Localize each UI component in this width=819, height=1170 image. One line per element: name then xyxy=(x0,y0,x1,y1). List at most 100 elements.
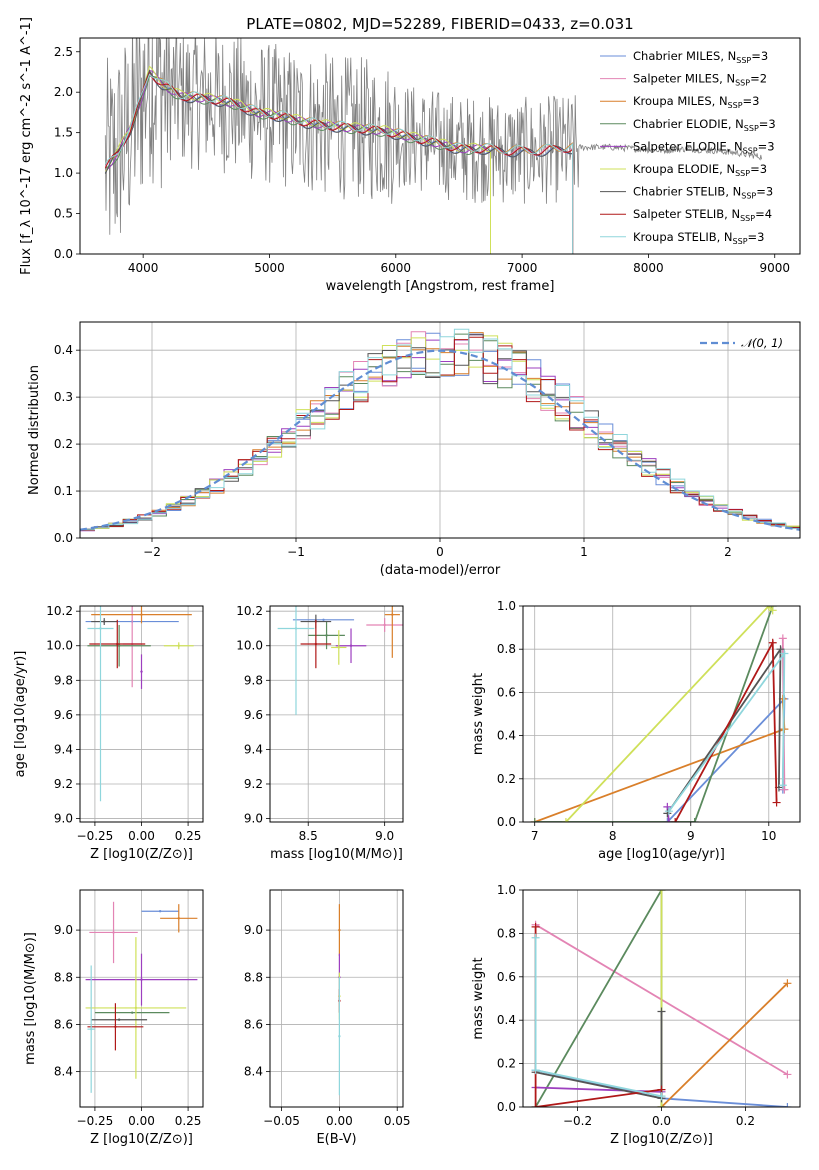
data-point xyxy=(117,644,121,647)
y-axis-label: age [log10(age/yr)] xyxy=(13,651,28,778)
data-point xyxy=(99,627,102,630)
residuals-frame xyxy=(79,321,801,539)
y-axis-label: Normed distribution xyxy=(27,365,42,495)
plus-marker xyxy=(783,1070,792,1079)
data-point xyxy=(338,1035,341,1038)
x-tick-label: −0.2 xyxy=(563,1114,592,1128)
x-axis-label: Z [log10(Z/Z⊙)] xyxy=(90,847,193,862)
mass_vs_ebv-plot-area xyxy=(338,904,341,1096)
residual-histogram-8 xyxy=(80,328,800,531)
spectrum-frame xyxy=(79,37,801,255)
legend-nssp: =3 xyxy=(750,162,767,176)
age_vs_mass-panel: 8.5 9.0 9.0 9.2 9.4 9.6 9.8 10.0 10.2 mass [log10… xyxy=(236,604,404,862)
residuals-panel: −2 −1 0 1 2 0.0 0.1 0.2 0.3 0.4 (data-model)/error… xyxy=(27,321,801,578)
weight_vs_age-plot-area xyxy=(530,606,789,822)
age_vs_Z-panel: −0.25 0.00 0.25 9.0 9.2 9.4 9.6 9.8 10.0 10.2 Z [l… xyxy=(13,604,204,862)
y-tick-label: 8.6 xyxy=(54,1017,73,1031)
plus-marker xyxy=(690,818,699,822)
plus-marker xyxy=(561,818,570,822)
mass-weight-line-2 xyxy=(534,698,786,822)
legend-sub: SSP xyxy=(741,192,756,201)
plus-marker xyxy=(657,1092,666,1101)
mass_vs_Z-plot-area xyxy=(85,901,198,1093)
x-tick-label: −2 xyxy=(143,545,161,559)
data-point xyxy=(140,978,143,981)
weight_vs_Z-plot-area xyxy=(531,890,792,1107)
data-point xyxy=(337,646,340,649)
plus-marker xyxy=(530,818,539,822)
plus-marker xyxy=(531,922,540,931)
legend-label: Salpeter MILES, NSSP=2 xyxy=(633,72,767,88)
residuals-plot-area xyxy=(80,328,800,532)
x-tick-label: 0.2 xyxy=(736,1114,755,1128)
mass_vs_Z-frame xyxy=(79,889,204,1108)
plus-marker xyxy=(772,798,781,807)
legend-nssp: =3 xyxy=(759,117,776,131)
plus-marker xyxy=(664,818,673,822)
y-tick-label: 0.4 xyxy=(497,1013,516,1027)
x-tick-label: 6000 xyxy=(381,261,412,275)
x-tick-label: 7000 xyxy=(507,261,538,275)
y-tick-label: 0.2 xyxy=(54,437,73,451)
data-point xyxy=(89,1027,93,1031)
data-point xyxy=(116,642,119,646)
y-tick-label: 10.2 xyxy=(46,604,73,618)
plus-marker xyxy=(768,638,777,647)
legend-label: 𝒩(0, 1) xyxy=(741,336,783,350)
data-point xyxy=(117,1018,121,1021)
legend-nssp: =3 xyxy=(743,94,760,108)
mass-weight-line-2 xyxy=(660,982,789,1107)
data-point xyxy=(103,620,106,623)
x-tick-label: 0.25 xyxy=(175,829,202,843)
mass-weight-line-4 xyxy=(535,1086,662,1093)
mass_vs_Z-panel: −0.25 0.00 0.25 8.4 8.6 8.8 9.0 Z [log10(Z/Z⊙)]… xyxy=(23,889,204,1147)
plus-marker xyxy=(664,807,673,816)
model-spectrum-5 xyxy=(104,65,491,254)
plus-marker xyxy=(663,818,672,822)
plus-marker xyxy=(657,1103,666,1107)
x-tick-label: 8 xyxy=(609,829,617,843)
y-tick-label: 8.6 xyxy=(244,1017,263,1031)
x-tick-label: 10 xyxy=(761,829,776,843)
x-tick-label: 8.5 xyxy=(299,829,318,843)
x-axis-label: (data-model)/error xyxy=(380,563,501,578)
y-tick-label: 10.0 xyxy=(46,639,73,653)
mass-weight-line-3 xyxy=(534,606,774,822)
weight_vs_age-frame xyxy=(522,605,801,823)
x-tick-label: 0.00 xyxy=(128,1114,155,1128)
x-axis-label: Z [log10(Z/Z⊙)] xyxy=(610,1132,713,1147)
y-tick-label: 9.0 xyxy=(54,923,73,937)
legend-label: Chabrier MILES, NSSP=3 xyxy=(633,49,768,65)
mass_vs_ebv-panel: −0.05 0.00 0.05 8.4 8.6 8.8 9.0 E(B-V) xyxy=(244,889,411,1147)
y-tick-label: 8.8 xyxy=(54,970,73,984)
data-point xyxy=(325,634,328,637)
figure-title: PLATE=0802, MJD=52289, FIBERID=0433, z=0… xyxy=(246,15,633,33)
y-tick-label: 0.0 xyxy=(54,531,73,545)
legend-label: Kroupa MILES, NSSP=3 xyxy=(633,94,759,110)
x-tick-label: 9 xyxy=(687,829,695,843)
x-tick-label: 0.05 xyxy=(384,1114,411,1128)
data-point xyxy=(349,644,353,647)
x-tick-label: −1 xyxy=(287,545,305,559)
legend-sub: SSP xyxy=(733,237,748,246)
spectrum-panel: 4000 5000 6000 7000 8000 9000 0.0 0.5 1.0 1.5 2.0 2… xyxy=(19,17,801,294)
y-tick-label: 2.5 xyxy=(54,45,73,59)
y-tick-label: 0.0 xyxy=(54,247,73,261)
y-tick-label: 9.0 xyxy=(54,812,73,826)
y-tick-label: 0.8 xyxy=(497,642,516,656)
legend-nssp: =2 xyxy=(750,72,767,86)
legend-sub: SSP xyxy=(740,214,755,223)
y-tick-label: 9.6 xyxy=(244,708,263,722)
legend-nssp: =3 xyxy=(758,139,775,153)
age_vs_Z-plot-area xyxy=(85,606,194,802)
x-tick-label: 0.00 xyxy=(326,1114,353,1128)
mass_vs_ebv-frame xyxy=(269,889,404,1108)
age_vs_mass-frame xyxy=(269,605,404,823)
plus-marker xyxy=(783,979,792,988)
y-axis-label: Flux [f_λ 10^-17 erg cm^-2 s^-1 A^-1] xyxy=(19,17,34,275)
y-tick-label: 9.0 xyxy=(244,923,263,937)
legend-sub: SSP xyxy=(735,169,750,178)
x-tick-label: 0 xyxy=(436,545,444,559)
x-tick-label: 1 xyxy=(580,545,588,559)
